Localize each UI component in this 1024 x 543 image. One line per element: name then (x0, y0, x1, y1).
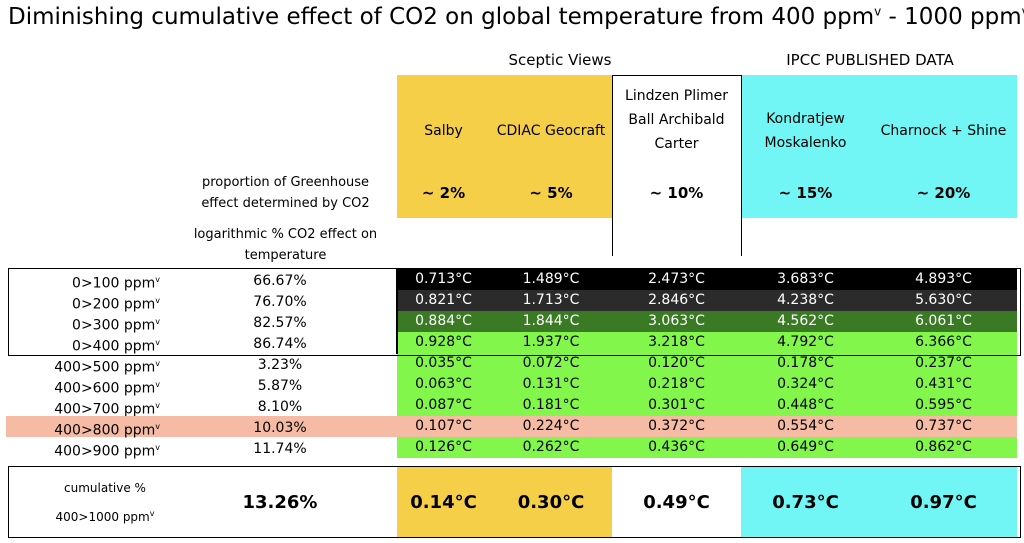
temperature-cell: 0.324°C (741, 374, 870, 395)
temperature-cell: 0.181°C (490, 395, 612, 416)
temperature-cell: 0.554°C (741, 416, 870, 437)
cumulative-temperature: 0.49°C (643, 491, 710, 513)
temperature-cell: 0.649°C (741, 437, 870, 458)
temperature-cell: 1.713°C (490, 290, 612, 311)
column-header-bg (741, 75, 870, 218)
temperature-cell: 0.595°C (870, 395, 1017, 416)
temperature-cell: 0.821°C (397, 290, 490, 311)
temperature-cell: 2.473°C (612, 269, 741, 290)
temperature-cell: 1.937°C (490, 332, 612, 353)
temperature-cell: 3.683°C (741, 269, 870, 290)
temperature-cell: 4.893°C (870, 269, 1017, 290)
row-range-label: 400>900 ppmv (54, 443, 160, 460)
row-range-label: 0>400 ppmv (72, 338, 160, 355)
temperature-cell: 4.562°C (741, 311, 870, 332)
group-label-ipcc: IPCC PUBLISHED DATA (786, 51, 954, 69)
temperature-cell: 0.131°C (490, 374, 612, 395)
baseline-rows-border (8, 268, 1021, 356)
row-log-percent: 11.74% (253, 441, 307, 457)
column-header-name: Kondratjew Moskalenko (764, 111, 847, 151)
cumulative-range-label: 400>1000 ppmv (55, 509, 155, 524)
cumulative-bg (490, 467, 612, 537)
column-share-value: ~ 15% (778, 184, 833, 202)
column-header-name: Salby (424, 123, 463, 139)
temperature-cell: 0.087°C (397, 395, 490, 416)
row-log-percent: 10.03% (253, 420, 307, 436)
temperature-cell: 0.737°C (870, 416, 1017, 437)
temperature-cell: 0.224°C (490, 416, 612, 437)
cumulative-temperature: 0.14°C (410, 491, 477, 513)
cumulative-row-border (8, 466, 1021, 538)
temperature-cell: 0.262°C (490, 437, 612, 458)
column-header-name: Charnock + Shine (880, 123, 1007, 139)
column-share-value: ~ 10% (649, 184, 704, 202)
group-label-sceptic: Sceptic Views (508, 51, 612, 69)
lindzen-header-border (612, 75, 742, 256)
column-header-name: Lindzen Plimer Ball Archibald Carter (625, 88, 728, 152)
cumulative-bg (870, 467, 1017, 537)
temperature-cell: 0.713°C (397, 269, 490, 290)
column-share-value: ~ 5% (529, 184, 573, 202)
column-header-bg (490, 75, 612, 218)
cumulative-temperature: 0.97°C (910, 491, 977, 513)
column-share-value: ~ 2% (421, 184, 466, 202)
row-log-percent: 66.67% (253, 273, 307, 289)
temperature-cell: 0.178°C (741, 353, 870, 374)
cumulative-log-percent: 13.26% (242, 491, 318, 513)
temperature-cell: 0.862°C (870, 437, 1017, 458)
temperature-cell: 0.120°C (612, 353, 741, 374)
row-range-label: 400>500 ppmv (54, 359, 160, 376)
proportion-row-header: proportion of Greenhouse effect determin… (201, 175, 370, 211)
cumulative-temperature: 0.73°C (772, 491, 839, 513)
temperature-cell: 0.237°C (870, 353, 1017, 374)
temperature-cell: 5.630°C (870, 290, 1017, 311)
row-log-percent: 5.87% (257, 378, 303, 394)
temperature-cell: 4.792°C (741, 332, 870, 353)
row-log-percent: 76.70% (253, 294, 307, 310)
row-log-percent: 86.74% (253, 336, 307, 352)
temperature-cell: 0.072°C (490, 353, 612, 374)
column-header-name: CDIAC Geocraft (496, 123, 606, 139)
temperature-cell: 2.846°C (612, 290, 741, 311)
cumulative-label: cumulative % (64, 481, 146, 495)
temperature-cell: 0.126°C (397, 437, 490, 458)
column-header-bg (870, 75, 1017, 218)
row-log-percent: 82.57% (253, 315, 307, 331)
temperature-cell: 0.035°C (397, 353, 490, 374)
row-range-label: 400>700 ppmv (54, 401, 160, 418)
temperature-cell: 0.107°C (397, 416, 490, 437)
temperature-cell: 0.372°C (612, 416, 741, 437)
cumulative-bg (397, 467, 490, 537)
column-header-bg (397, 75, 490, 218)
temperature-cell: 0.448°C (741, 395, 870, 416)
row-highlight (6, 416, 397, 437)
log-effect-row-header: logarithmic % CO2 effect on temperature (193, 227, 378, 263)
temperature-cell: 0.301°C (612, 395, 741, 416)
temperature-cell: 0.928°C (397, 332, 490, 353)
column-share-value: ~ 20% (916, 184, 971, 202)
temperature-cell: 0.063°C (397, 374, 490, 395)
temperature-cell: 1.489°C (490, 269, 612, 290)
row-log-percent: 8.10% (257, 399, 303, 415)
temperature-cell: 0.431°C (870, 374, 1017, 395)
temperature-cell: 0.436°C (612, 437, 741, 458)
row-log-percent: 3.23% (257, 357, 303, 373)
row-range-label: 400>800 ppmv (54, 422, 160, 439)
temperature-cell: 0.218°C (612, 374, 741, 395)
cumulative-bg (741, 467, 870, 537)
temperature-cell: 6.366°C (870, 332, 1017, 353)
divider-line (396, 269, 398, 354)
row-range-label: 400>600 ppmv (54, 380, 160, 397)
temperature-cell: 1.844°C (490, 311, 612, 332)
temperature-cell: 0.884°C (397, 311, 490, 332)
cumulative-temperature: 0.30°C (517, 491, 585, 513)
temperature-cell: 6.061°C (870, 311, 1017, 332)
temperature-cell: 4.238°C (741, 290, 870, 311)
chart-title: Diminishing cumulative effect of CO2 on … (8, 4, 1024, 30)
row-range-label: 0>100 ppmv (72, 275, 160, 292)
row-range-label: 0>300 ppmv (72, 317, 160, 334)
temperature-cell: 3.063°C (612, 311, 741, 332)
temperature-cell: 3.218°C (612, 332, 741, 353)
row-range-label: 0>200 ppmv (72, 296, 160, 313)
